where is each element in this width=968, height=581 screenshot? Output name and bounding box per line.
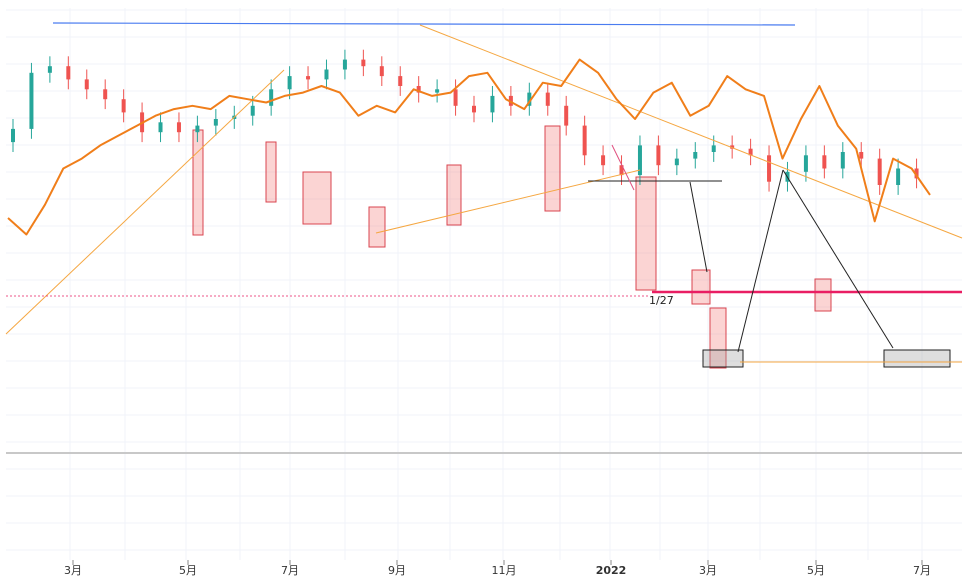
lower-pane-separator [6,452,962,454]
candle-body [250,105,255,116]
candle-body [213,119,218,126]
candle-body [822,155,827,169]
highlight-box [544,125,561,212]
highlight-box [368,206,386,248]
move-arrow-1 [689,181,708,273]
candle-body [545,92,550,106]
candle-body [176,122,181,133]
candle-body [453,89,458,106]
highlight-box [814,278,832,312]
candle-body [767,155,772,182]
candle-body [11,128,15,143]
candle-body [896,168,901,185]
candle-body [29,72,34,129]
x-tick-label: 9月 [388,564,406,577]
candle-body [693,152,698,159]
x-tick-label: 11月 [492,564,517,577]
candle-body [527,92,532,106]
move-arrow-4 [611,144,635,191]
highlight-box [265,141,277,203]
candle-body [914,168,919,179]
support-zone-box [702,349,744,368]
support-zone-box [883,349,951,368]
pattern-boxes [192,125,951,369]
candle-body [840,152,845,169]
downtrend-line [419,24,963,239]
candle-body [324,69,329,80]
orange-line [7,58,931,236]
candle-body [287,76,292,90]
candle-body [601,155,606,166]
candle-body [398,76,403,86]
candle-body [158,122,163,133]
highlight-box [192,129,204,236]
candle-body [490,95,495,113]
x-tick-label: 3月 [64,564,82,577]
trendline-drawings [5,22,963,363]
orange-line-series [7,58,931,236]
candle-body [564,105,569,126]
candle-body [342,59,347,70]
x-axis: 3月 5月 7月 9月 11月 2022 3月 5月 7月 [64,560,931,577]
candle-body [269,89,274,106]
highlight-box [635,176,657,291]
x-tick-label: 2022 [596,564,627,577]
highlight-box [709,307,727,369]
candle-body [730,145,735,149]
candle-body [103,89,108,100]
candle-body [472,105,476,113]
resistance-line [52,22,796,26]
x-tick-label: 3月 [699,564,717,577]
uptrend-line [5,69,285,335]
annotation-1-27: 1/27 [649,294,674,307]
candle-body [656,145,661,166]
highlight-box [446,164,462,226]
x-tick-label: 7月 [281,564,299,577]
move-arrow-3 [782,169,894,349]
x-tick-label: 5月 [179,564,197,577]
candle-body [121,99,126,113]
candle-body [361,59,366,67]
candle-body [637,145,642,176]
candle-body [582,125,587,156]
candle-body [66,66,71,80]
candle-body [435,89,440,93]
candle-body [748,148,753,156]
candle-body [379,66,384,77]
candle-body [803,155,808,172]
candle-body [674,158,679,166]
candle-body [306,76,311,80]
move-arrow-2 [737,169,784,353]
highlight-box [302,171,332,225]
candle-body [416,86,421,93]
candle-body [877,158,882,185]
candle-body [84,79,89,90]
rising-support-line [375,169,641,234]
x-tick-label: 7月 [913,564,931,577]
highlight-box [691,269,711,305]
candle-body [711,145,716,152]
candle-body [859,152,864,159]
candle-body [47,66,52,73]
candle-body [619,165,624,176]
candle-body [195,125,200,133]
x-tick-label: 5月 [807,564,825,577]
